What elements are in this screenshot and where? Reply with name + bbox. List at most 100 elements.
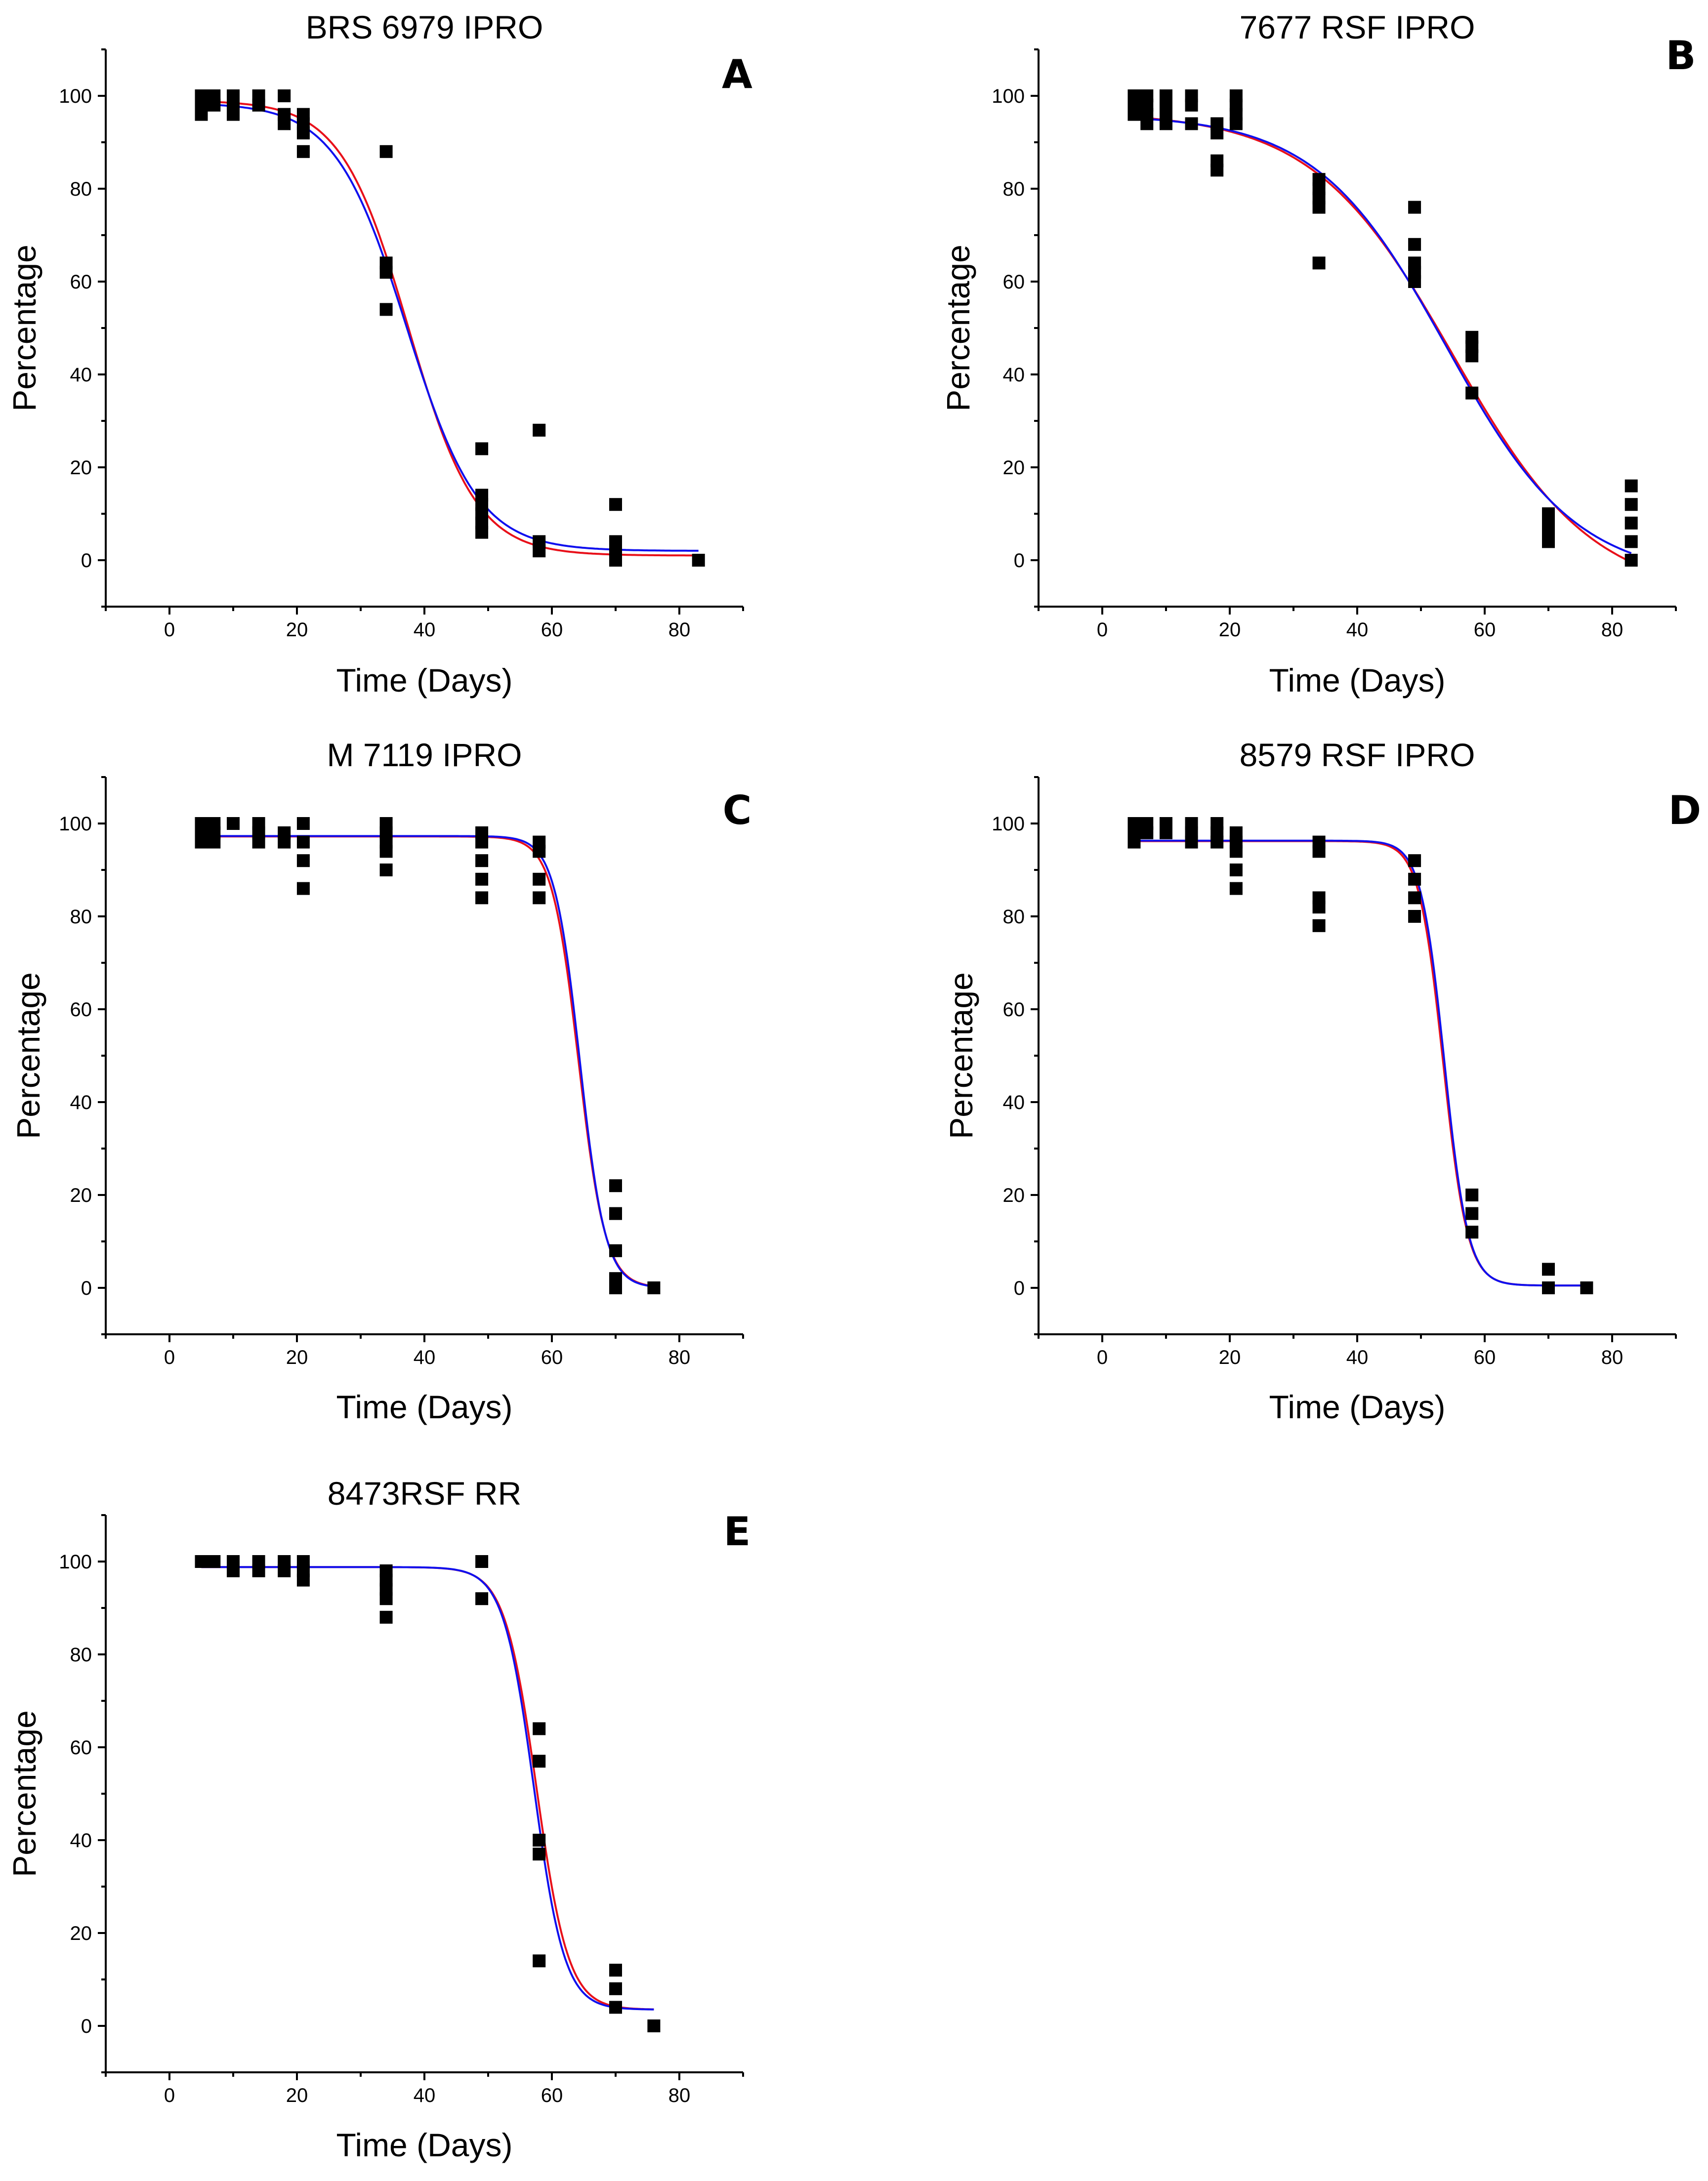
x-tick-label: 40	[414, 2085, 436, 2106]
data-point	[609, 1179, 622, 1193]
panel-d: 8579 RSF IPRO D Time (Days) Percentage 0…	[943, 737, 1701, 1425]
data-point	[1465, 1189, 1479, 1201]
data-point	[647, 1281, 661, 1294]
data-point	[379, 1610, 393, 1624]
data-point	[1408, 238, 1421, 251]
y-tick-label: 60	[1003, 999, 1025, 1021]
data-point	[475, 872, 489, 886]
data-point	[1408, 275, 1421, 288]
data-point	[609, 498, 622, 511]
x-tick-label: 80	[1601, 1347, 1624, 1368]
data-point	[692, 554, 705, 567]
data-point	[1408, 910, 1421, 923]
x-tick-label: 80	[668, 619, 691, 641]
y-tick-label: 80	[1003, 906, 1025, 928]
data-point	[227, 817, 240, 830]
x-tick-label: 60	[541, 619, 563, 641]
data-point	[609, 1281, 622, 1294]
data-point	[533, 845, 546, 858]
data-point	[609, 1982, 622, 1995]
data-point	[227, 108, 240, 121]
data-point	[475, 442, 489, 455]
data-point	[533, 1848, 546, 1861]
data-point	[1229, 117, 1243, 130]
data-point	[475, 854, 489, 867]
data-point	[296, 1573, 310, 1587]
y-axis-title: Percentage	[6, 245, 42, 412]
data-point	[533, 544, 546, 558]
panel-letter: D	[1668, 787, 1701, 833]
data-point	[1625, 516, 1638, 530]
data-point	[379, 303, 393, 316]
panel-letter: A	[722, 51, 752, 97]
y-axis-title: Percentage	[943, 972, 979, 1139]
y-tick-label: 100	[992, 813, 1025, 835]
data-point	[379, 864, 393, 876]
data-point	[379, 145, 393, 158]
x-tick-label: 0	[1097, 1347, 1108, 1368]
data-point	[379, 845, 393, 858]
x-tick-label: 20	[286, 2085, 308, 2106]
data-point	[533, 1954, 546, 1968]
x-tick-label: 60	[541, 2085, 563, 2106]
fit-blue-curve	[1134, 839, 1587, 1287]
data-point	[1312, 901, 1326, 914]
fit-red-curve	[1134, 840, 1587, 1287]
data-point	[609, 1964, 622, 1977]
data-point	[195, 1555, 208, 1568]
data-point	[533, 1834, 546, 1847]
data-point	[1625, 479, 1638, 493]
data-point	[1465, 1226, 1479, 1239]
data-point	[1408, 872, 1421, 886]
data-point	[1140, 117, 1154, 130]
data-point	[1542, 1263, 1555, 1276]
data-point	[1229, 882, 1243, 895]
y-tick-label: 20	[70, 457, 92, 479]
x-tick-label: 20	[286, 1347, 308, 1368]
data-point	[208, 98, 221, 112]
panel-letter: B	[1666, 33, 1696, 79]
x-axis-title: Time (Days)	[1269, 662, 1446, 699]
x-tick-label: 80	[668, 2085, 691, 2106]
panel-letter: C	[723, 787, 752, 833]
chart-title: 7677 RSF IPRO	[1240, 9, 1475, 45]
x-tick-label: 80	[668, 1347, 691, 1368]
data-point	[533, 423, 546, 437]
y-tick-label: 60	[1003, 271, 1025, 293]
fit-red-curve	[201, 835, 654, 1287]
fit-red-curve	[201, 1566, 654, 2011]
fit-red-curve	[1134, 116, 1632, 563]
data-point	[1127, 835, 1141, 849]
data-point	[533, 1722, 546, 1735]
x-tick-label: 0	[1097, 619, 1108, 641]
data-point	[533, 872, 546, 886]
y-tick-label: 20	[70, 1185, 92, 1206]
data-point	[1465, 1207, 1479, 1220]
data-point	[1229, 864, 1243, 876]
data-point	[1542, 1281, 1555, 1294]
x-tick-label: 40	[414, 1347, 436, 1368]
y-tick-label: 20	[70, 1923, 92, 1944]
chart-title: BRS 6979 IPRO	[306, 9, 543, 45]
y-tick-label: 40	[70, 1830, 92, 1852]
chart-title: 8579 RSF IPRO	[1240, 737, 1475, 773]
fit-blue-curve	[201, 835, 654, 1288]
data-point	[1580, 1281, 1593, 1294]
y-tick-label: 40	[70, 1092, 92, 1113]
x-axis-title: Time (Days)	[336, 662, 513, 699]
data-point	[195, 835, 208, 849]
data-point	[609, 554, 622, 567]
panel-a: BRS 6979 IPRO A Time (Days) Percentage 0…	[6, 9, 752, 699]
data-point	[475, 891, 489, 905]
fit-blue-curve	[201, 103, 699, 552]
x-tick-label: 0	[164, 1347, 175, 1368]
panel-b: 7677 RSF IPRO B Time (Days) Percentage 0…	[940, 9, 1696, 699]
data-point	[1625, 535, 1638, 548]
panel-e: 8473RSF RR E Time (Days) Percentage 0 20 4…	[6, 1475, 750, 2163]
fit-red-curve	[201, 100, 699, 557]
panel-c: M 7119 IPRO C Time (Days) Percentage 0 20…	[10, 737, 751, 1425]
x-tick-label: 60	[541, 1347, 563, 1368]
data-point	[227, 1564, 240, 1577]
data-point	[1312, 845, 1326, 858]
